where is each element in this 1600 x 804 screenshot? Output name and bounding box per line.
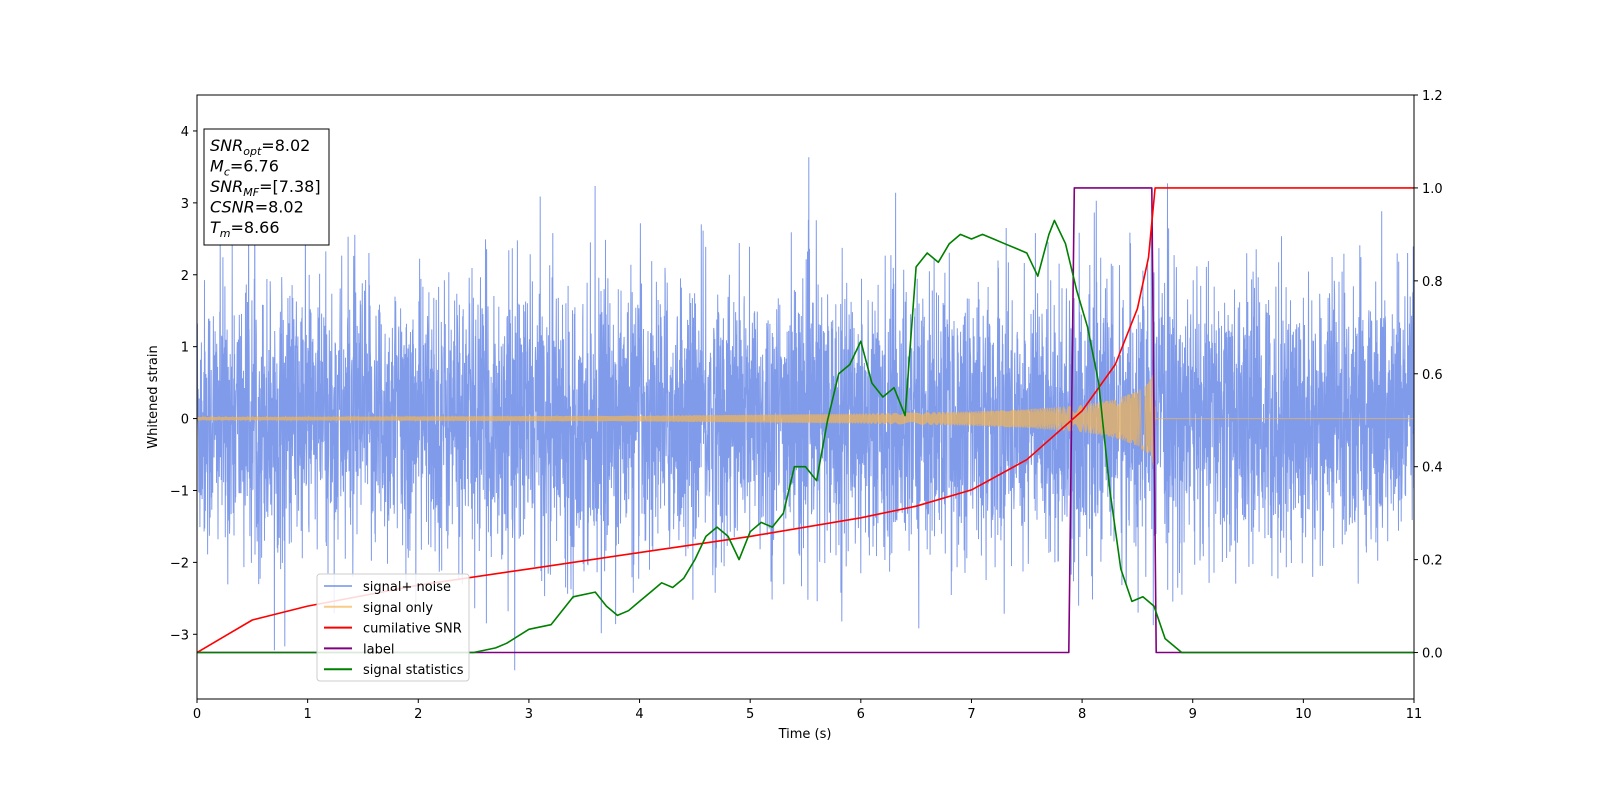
legend-label: signal only [363,601,433,616]
series-signal-only [197,371,1414,467]
x-tick-label: 11 [1406,707,1423,722]
legend-label: cumilative SNR [363,622,462,637]
x-tick-label: 3 [525,707,533,722]
y-right-tick-label: 1.2 [1422,89,1443,104]
x-axis: 0 1 2 3 4 5 6 7 8 9 10 11 [193,699,1422,722]
y-left-tick-label: 3 [181,197,189,212]
y-left-tick-label: −1 [170,484,189,499]
x-tick-label: 9 [1189,707,1197,722]
y-right-tick-label: 1.0 [1422,182,1443,197]
y-right-tick-label: 0.0 [1422,647,1443,662]
x-tick-label: 4 [635,707,643,722]
info-box-line: SNRopt=8.02 [210,136,310,158]
x-tick-label: 10 [1295,707,1312,722]
x-tick-label: 7 [967,707,975,722]
y-right-tick-label: 0.2 [1422,554,1443,569]
info-box-line: Tm=8.66 [210,218,280,240]
x-axis-label: Time (s) [778,727,832,742]
info-box-line: CSNR=8.02 [210,198,304,217]
y-left-tick-label: 1 [181,341,189,356]
y-right-tick-label: 0.8 [1422,275,1443,290]
legend-label: signal statistics [363,663,464,678]
info-box-line: Mc=6.76 [210,157,279,179]
y-left-tick-label: 4 [181,125,189,140]
x-tick-label: 8 [1078,707,1086,722]
y-left-tick-label: −2 [170,556,189,571]
y-axis-label: Whitened strain [146,345,161,448]
y-left-tick-label: 2 [181,269,189,284]
x-tick-label: 2 [414,707,422,722]
x-tick-label: 0 [193,707,201,722]
y-left-tick-label: −3 [170,628,189,643]
series-signal-statistics [197,219,1414,654]
legend-label: signal+ noise [363,580,451,595]
x-tick-label: 5 [746,707,754,722]
x-tick-label: 6 [857,707,865,722]
y-right-tick-label: 0.4 [1422,461,1443,476]
legend: signal+ noise signal only cumilative SNR la… [316,573,470,682]
legend-frame [316,573,470,682]
y-axis-left: −3 −2 −1 0 1 2 3 4 [170,125,197,643]
x-tick-label: 1 [303,707,311,722]
info-box-line: SNRMF=[7.38] [210,177,321,199]
series-signal-noise [197,157,1414,671]
legend-label: label [363,642,394,657]
info-box-frame [203,128,330,246]
plot-frame [196,94,1415,700]
y-axis-right: 0.0 0.2 0.4 0.6 0.8 1.0 1.2 [1414,89,1443,662]
info-box: SNRopt=8.02Mc=6.76SNRMF=[7.38]CSNR=8.02T… [203,128,330,246]
y-left-tick-label: 0 [181,413,189,428]
y-right-tick-label: 0.6 [1422,368,1443,383]
